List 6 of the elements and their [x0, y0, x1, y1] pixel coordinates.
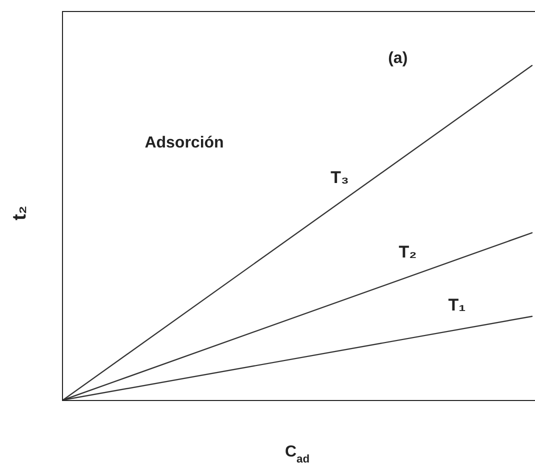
series-label: T₁: [448, 295, 466, 314]
series-label: T₃: [330, 168, 349, 188]
annotation: Adsorción: [144, 134, 224, 152]
annotation: (a): [388, 50, 408, 68]
series-label: T₂: [398, 242, 417, 262]
y-axis-title: t₂: [10, 206, 30, 220]
